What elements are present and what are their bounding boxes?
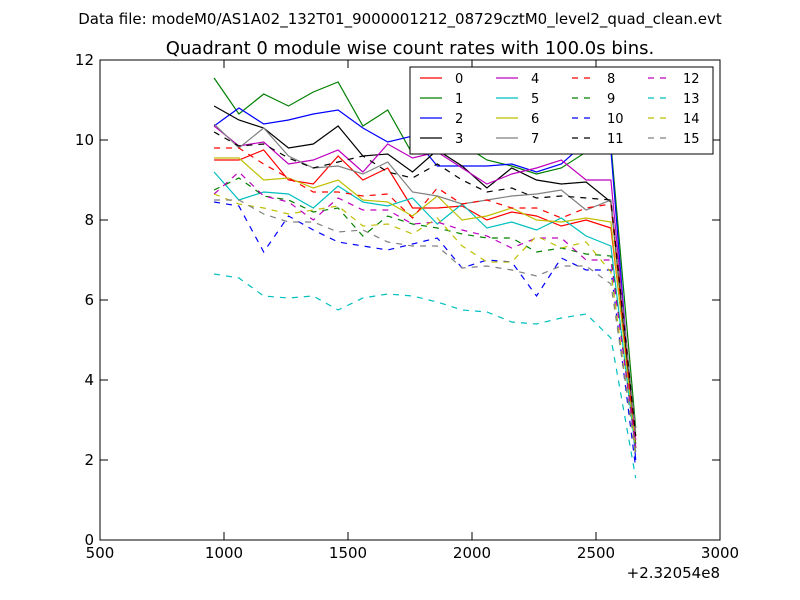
legend-label-7: 7: [531, 132, 539, 147]
chart-title: Quadrant 0 module wise count rates with …: [166, 38, 655, 59]
legend-label-11: 11: [607, 132, 624, 147]
y-tick-label: 4: [84, 371, 94, 389]
legend-label-8: 8: [607, 72, 615, 87]
supertitle: Data file: modeM0/AS1A02_132T01_90000012…: [78, 10, 722, 29]
x-tick-label: 1500: [329, 544, 367, 562]
legend-label-14: 14: [683, 112, 700, 127]
legend-label-0: 0: [455, 72, 463, 87]
series-14-line: [213, 193, 637, 457]
x-axis: 500 1000 1500 2000 2500 3000: [86, 60, 739, 562]
series-11-line: [213, 131, 637, 437]
series-7-line: [213, 123, 637, 433]
x-tick-label: 3000: [701, 544, 739, 562]
y-tick-label: 6: [84, 291, 94, 309]
x-tick-label: 500: [86, 544, 115, 562]
y-tick-label: 0: [84, 531, 94, 549]
legend-label-2: 2: [455, 112, 463, 127]
legend-label-10: 10: [607, 112, 624, 127]
y-tick-label: 10: [75, 131, 94, 149]
y-tick-label: 8: [84, 211, 94, 229]
x-tick-label: 2500: [577, 544, 615, 562]
legend-label-13: 13: [683, 92, 700, 107]
plot-lines: [213, 77, 637, 479]
series-9-line: [213, 177, 637, 449]
x-offset-label: +2.32054e8: [627, 564, 720, 582]
series-5-line: [213, 171, 637, 453]
legend-box: [409, 66, 714, 155]
y-tick-label: 2: [84, 451, 94, 469]
legend-label-5: 5: [531, 92, 539, 107]
series-13-line: [214, 273, 637, 479]
x-tick-label: 1000: [205, 544, 243, 562]
legend-label-6: 6: [531, 112, 539, 127]
series-3-line: [213, 105, 637, 445]
legend-label-1: 1: [455, 92, 463, 107]
legend-label-12: 12: [683, 72, 700, 87]
x-tick-label: 2000: [453, 544, 491, 562]
legend-label-15: 15: [683, 132, 700, 147]
series-6-line: [214, 157, 637, 449]
legend-label-9: 9: [607, 92, 615, 107]
y-tick-label: 12: [75, 51, 94, 69]
series-10-line: [214, 201, 637, 469]
legend-label-3: 3: [455, 132, 463, 147]
series-12-line: [213, 171, 637, 449]
series-4-line: [213, 125, 637, 441]
legend-label-4: 4: [531, 72, 539, 87]
series-15-line: [214, 199, 637, 453]
series-8-line: [214, 147, 637, 449]
